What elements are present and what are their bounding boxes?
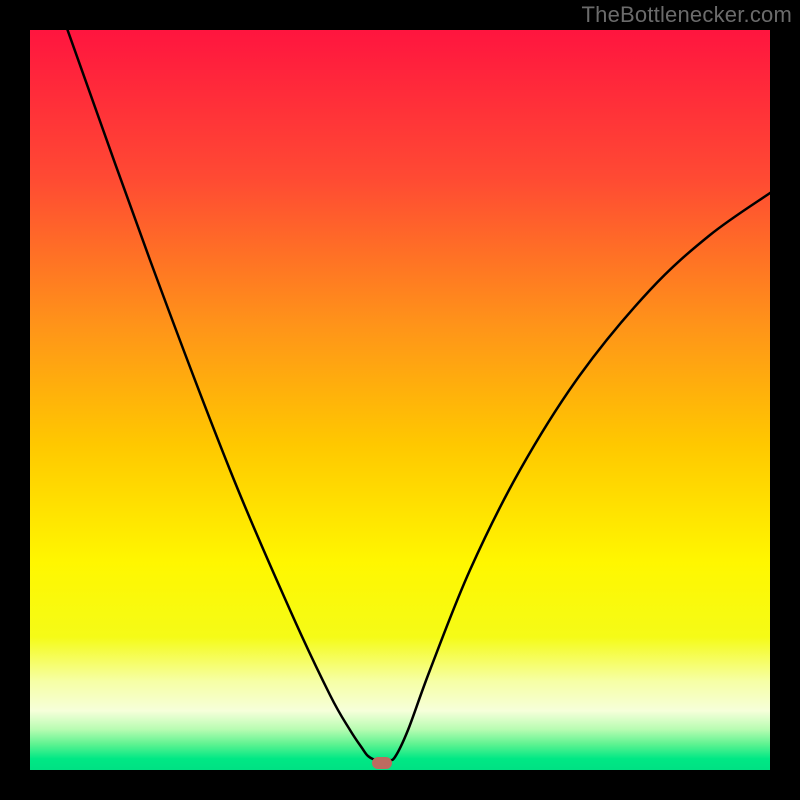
chart-frame: TheBottlenecker.com — [0, 0, 800, 800]
curve-path — [64, 30, 770, 760]
bottleneck-curve — [30, 30, 770, 770]
optimum-marker — [372, 757, 392, 769]
watermark-text: TheBottlenecker.com — [582, 2, 792, 28]
plot-area — [30, 30, 770, 770]
